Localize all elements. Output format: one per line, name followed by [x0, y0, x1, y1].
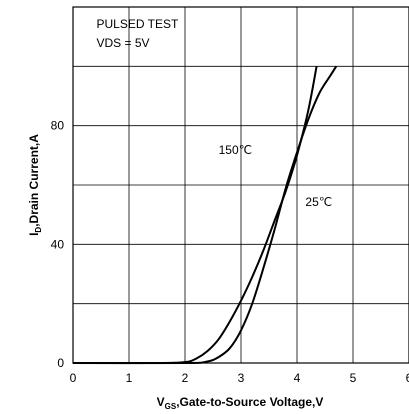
- x-tick-label: 0: [70, 371, 77, 385]
- annotations: PULSED TEST VDS = 5V 150℃ 25℃: [97, 17, 333, 209]
- annotation-label: 150℃: [219, 143, 253, 157]
- x-tick-label: 2: [182, 371, 189, 385]
- x-tick-label: 4: [294, 371, 301, 385]
- y-tick-label: 80: [51, 119, 65, 133]
- series-line-25℃: [72, 65, 338, 365]
- x-tick-label: 3: [238, 371, 245, 385]
- annotation-label: PULSED TEST: [97, 17, 179, 31]
- curves: [72, 65, 338, 365]
- x-tick-label: 6: [406, 371, 409, 385]
- y-axis-label: ID,Drain Current,A: [27, 134, 43, 236]
- x-tick-label: 1: [126, 371, 133, 385]
- x-axis-label: VGS,Gate-to-Source Voltage,V: [157, 395, 324, 411]
- y-tick-label: 40: [51, 237, 65, 251]
- y-tick-label: 0: [57, 356, 64, 370]
- grid-lines: [72, 6, 409, 364]
- tick-labels: 0 1 2 3 4 5 6 0 80 40: [51, 119, 409, 385]
- plot-frame: [72, 6, 409, 364]
- x-tick-label: 5: [350, 371, 357, 385]
- annotation-label: 25℃: [305, 195, 332, 209]
- annotation-label: VDS = 5V: [97, 36, 150, 50]
- series-line-150℃: [72, 66, 318, 365]
